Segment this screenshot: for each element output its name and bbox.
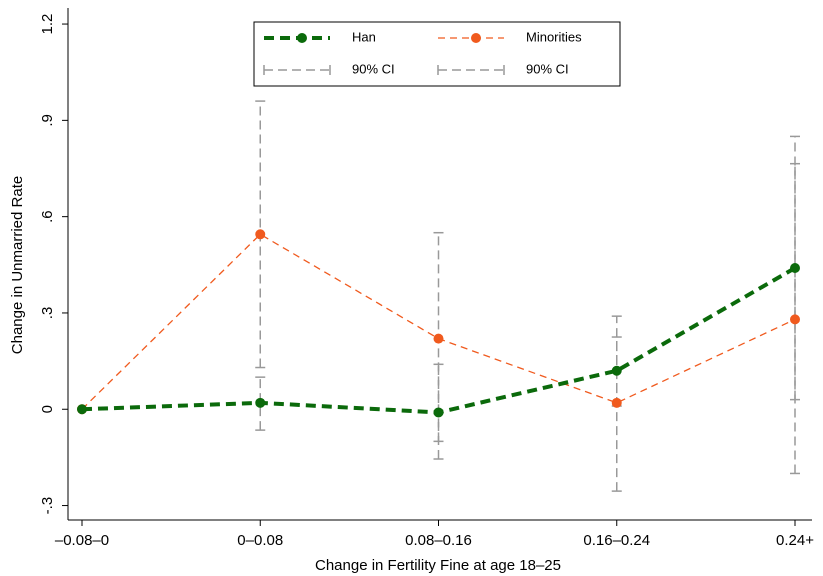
point [255, 397, 266, 408]
legend-box [253, 21, 621, 87]
point [433, 333, 444, 344]
y-axis-title: Change in Unmarried Rate [9, 176, 26, 354]
y-tick-label: .6 [39, 210, 56, 223]
y-tick-label: 1.2 [39, 14, 56, 35]
point [255, 229, 266, 240]
y-tick-label: .9 [39, 114, 56, 127]
x-axis-title: Change in Fertility Fine at age 18–25 [315, 557, 561, 574]
point [433, 407, 444, 418]
x-tick-label: 0.24+ [776, 532, 814, 549]
legend: Han 90% CI Minorities 90% CI [253, 21, 621, 87]
x-tick-label: 0.16–0.24 [583, 532, 650, 549]
legend-label: Han [352, 29, 376, 44]
y-tick-label: 0 [39, 405, 56, 413]
legend-label: 90% CI [352, 61, 395, 76]
legend-label: 90% CI [526, 61, 569, 76]
point [611, 397, 622, 408]
legend-label: Minorities [526, 29, 582, 44]
point [790, 263, 800, 274]
y-tick-label: .3 [39, 307, 56, 320]
legend-marker [297, 33, 307, 43]
point [790, 314, 800, 325]
point [611, 365, 622, 376]
y-tick-label: -.3 [39, 497, 56, 515]
x-tick-label: 0–0.08 [237, 532, 283, 549]
x-tick-label: –0.08–0 [55, 532, 109, 549]
legend-marker [471, 33, 481, 43]
point [77, 404, 87, 415]
x-tick-label: 0.08–0.16 [405, 532, 472, 549]
